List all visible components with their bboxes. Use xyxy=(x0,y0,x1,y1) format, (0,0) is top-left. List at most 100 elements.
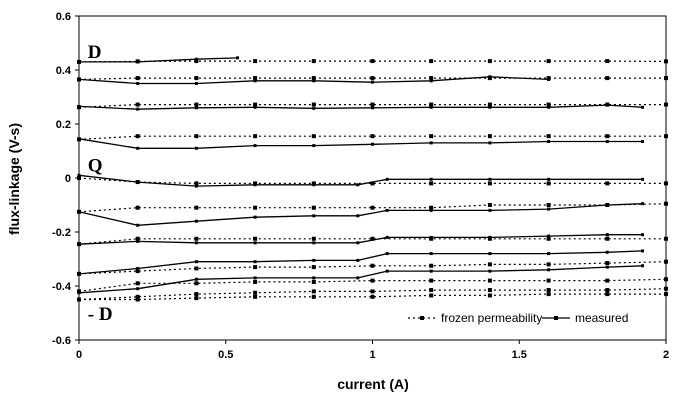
measured-marker xyxy=(605,233,609,237)
frozen-permeability-marker xyxy=(311,236,316,241)
frozen-permeability-marker xyxy=(194,236,199,241)
frozen-permeability-marker xyxy=(546,59,551,64)
measured-marker xyxy=(488,252,492,256)
x-tick-label: 1 xyxy=(369,349,375,361)
frozen-permeability-series xyxy=(77,201,668,214)
legend: frozen permeability measured xyxy=(408,311,628,325)
measured-marker xyxy=(77,242,81,246)
measured-marker xyxy=(488,105,492,109)
frozen-permeability-marker xyxy=(253,294,258,299)
measured-marker xyxy=(356,258,360,262)
y-tick-label: -0.6 xyxy=(52,335,71,347)
frozen-permeability-marker xyxy=(487,278,492,283)
frozen-permeability-marker xyxy=(664,102,668,107)
legend-marker-sample xyxy=(554,316,558,320)
y-tick-label: 0.6 xyxy=(56,11,71,23)
measured-series xyxy=(77,202,645,227)
x-tick-label: 1.5 xyxy=(512,349,527,361)
x-tick-label: 0.5 xyxy=(218,349,233,361)
measured-marker xyxy=(194,184,198,188)
frozen-permeability-marker xyxy=(664,292,668,297)
measured-marker xyxy=(312,276,316,280)
measured-marker xyxy=(547,177,551,181)
frozen-permeability-marker xyxy=(487,288,492,293)
legend-marker-sample xyxy=(420,316,424,320)
frozen-permeability-marker xyxy=(370,59,375,64)
frozen-permeability-marker xyxy=(194,292,199,297)
y-tick-label: -0.2 xyxy=(52,227,71,239)
measured-marker xyxy=(488,75,492,79)
measured-marker xyxy=(605,103,609,107)
measured-marker xyxy=(136,223,140,227)
measured-marker xyxy=(77,60,81,64)
frozen-permeability-marker xyxy=(135,269,140,274)
frozen-permeability-marker xyxy=(311,294,316,299)
measured-marker xyxy=(312,258,316,262)
frozen-permeability-marker xyxy=(135,294,140,299)
y-axis-title: flux-linkage (V-s) xyxy=(6,123,22,235)
frozen-permeability-marker xyxy=(605,261,610,266)
frozen-permeability-marker xyxy=(311,59,316,64)
measured-marker xyxy=(312,241,316,245)
frozen-permeability-marker xyxy=(605,181,610,186)
frozen-permeability-series xyxy=(77,292,668,302)
frozen-permeability-marker xyxy=(546,278,551,283)
frozen-permeability-marker xyxy=(429,205,434,210)
axis-annotation-label: - D xyxy=(88,304,113,325)
measured-marker xyxy=(194,106,198,110)
frozen-permeability-marker xyxy=(370,76,375,81)
measured-marker xyxy=(429,79,433,83)
measured-marker xyxy=(385,252,389,256)
measured-marker xyxy=(136,146,140,150)
frozen-permeability-marker xyxy=(370,278,375,283)
measured-marker xyxy=(77,77,81,81)
measured-line xyxy=(78,104,643,110)
measured-marker xyxy=(547,252,551,256)
measured-marker xyxy=(385,177,389,181)
frozen-permeability-marker xyxy=(311,265,316,270)
frozen-permeability-marker xyxy=(253,265,258,270)
frozen-permeability-marker xyxy=(194,102,199,107)
measured-marker xyxy=(356,276,360,280)
measured-series xyxy=(77,56,239,64)
measured-marker xyxy=(235,56,239,60)
frozen-permeability-marker xyxy=(77,297,81,302)
frozen-permeability-marker xyxy=(370,205,375,210)
measured-marker xyxy=(641,105,645,109)
measured-marker xyxy=(194,241,198,245)
measured-marker xyxy=(253,241,257,245)
x-tick-label: 2 xyxy=(663,349,669,361)
frozen-permeability-marker xyxy=(664,134,668,139)
frozen-permeability-marker xyxy=(135,297,140,302)
measured-marker xyxy=(605,265,609,269)
frozen-permeability-marker xyxy=(429,263,434,268)
measured-marker xyxy=(641,264,645,268)
measured-marker xyxy=(312,183,316,187)
frozen-permeability-marker xyxy=(664,286,668,291)
measured-marker xyxy=(488,177,492,181)
legend-item-measured: measured xyxy=(542,311,628,325)
measured-marker xyxy=(194,219,198,223)
x-tick-label: 0 xyxy=(76,349,82,361)
frozen-permeability-marker xyxy=(546,203,551,207)
frozen-permeability-marker xyxy=(487,203,492,207)
frozen-permeability-marker xyxy=(194,266,199,271)
measured-marker xyxy=(136,60,140,64)
measured-marker xyxy=(253,183,257,187)
frozen-permeability-marker xyxy=(487,102,492,107)
measured-line xyxy=(78,174,643,187)
frozen-permeability-marker xyxy=(429,181,434,186)
measured-marker xyxy=(356,214,360,218)
measured-line xyxy=(79,57,238,63)
frozen-permeability-marker xyxy=(370,263,375,268)
frozen-permeability-marker xyxy=(546,262,551,267)
measured-marker xyxy=(641,177,645,181)
frozen-permeability-marker xyxy=(253,205,258,210)
measured-marker xyxy=(429,252,433,256)
frozen-permeability-marker xyxy=(664,277,668,282)
measured-marker xyxy=(385,235,389,239)
measured-marker xyxy=(136,287,140,291)
measured-marker xyxy=(312,214,316,218)
frozen-permeability-marker xyxy=(605,236,610,241)
